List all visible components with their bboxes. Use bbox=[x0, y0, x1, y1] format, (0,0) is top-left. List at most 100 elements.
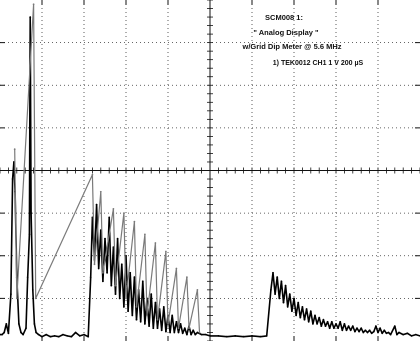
trace-point bbox=[49, 335, 52, 338]
trace-point bbox=[154, 301, 157, 304]
trace-point bbox=[345, 329, 348, 332]
trace-point bbox=[108, 216, 111, 219]
trace-point bbox=[0, 333, 1, 336]
trace-point bbox=[341, 329, 344, 332]
trace-point bbox=[402, 333, 405, 336]
trace-point bbox=[15, 297, 18, 300]
trace-point bbox=[385, 332, 388, 335]
trace-point bbox=[358, 330, 360, 333]
trace-point bbox=[188, 327, 190, 330]
trace-point bbox=[53, 335, 56, 337]
trace-point bbox=[410, 335, 413, 337]
trace-point bbox=[177, 331, 180, 334]
trace-point bbox=[1, 333, 3, 336]
trace-point bbox=[276, 276, 279, 278]
trace-point bbox=[13, 148, 16, 151]
trace-point bbox=[318, 316, 321, 319]
trace-point bbox=[167, 323, 169, 325]
trace-point bbox=[3, 331, 6, 334]
trace-point bbox=[162, 306, 165, 308]
trace-point bbox=[324, 325, 327, 327]
trace-path bbox=[14, 3, 201, 333]
trace-point bbox=[62, 333, 64, 336]
trace-point bbox=[351, 325, 354, 327]
trace-point bbox=[278, 297, 281, 300]
trace-point bbox=[120, 263, 123, 266]
trace-point bbox=[414, 333, 417, 336]
trace-point bbox=[173, 331, 176, 334]
trace-point bbox=[154, 242, 157, 244]
trace-point bbox=[104, 237, 106, 240]
trace-point bbox=[32, 3, 35, 6]
trace-point bbox=[57, 335, 60, 338]
trace-point bbox=[280, 280, 283, 283]
trace-point bbox=[299, 316, 302, 319]
trace-point bbox=[139, 320, 142, 323]
trace-point bbox=[31, 289, 34, 291]
trace-point bbox=[110, 284, 113, 287]
trace-point bbox=[135, 306, 138, 308]
trace-point bbox=[379, 327, 381, 330]
annotation-line-2: " Analog Display " bbox=[253, 28, 319, 37]
trace-point bbox=[179, 323, 182, 325]
trace-point bbox=[372, 330, 375, 333]
trace-point bbox=[284, 284, 287, 287]
trace-point bbox=[200, 333, 203, 336]
trace-point bbox=[333, 327, 335, 330]
trace-point bbox=[396, 333, 398, 336]
trace-point bbox=[123, 306, 125, 308]
trace-point bbox=[125, 297, 127, 300]
trace-point bbox=[375, 325, 377, 327]
trace-point bbox=[282, 301, 285, 304]
trace-point bbox=[133, 220, 136, 223]
trace-point bbox=[141, 280, 144, 283]
trace-point bbox=[160, 329, 163, 332]
trace-point bbox=[194, 333, 197, 336]
trace-point bbox=[144, 233, 146, 236]
trace-point bbox=[131, 314, 134, 317]
trace-point bbox=[198, 331, 201, 334]
annotation-line-3: w/Grid Dip Meter @ 5.6 MHz bbox=[242, 42, 342, 51]
trace-point bbox=[192, 329, 195, 332]
trace-point bbox=[307, 320, 310, 323]
trace-point bbox=[234, 335, 237, 337]
trace-point bbox=[326, 320, 329, 323]
trace-point bbox=[272, 271, 274, 274]
trace-point bbox=[89, 276, 92, 278]
trace-point bbox=[102, 280, 104, 283]
trace-point bbox=[30, 212, 32, 215]
trace-point bbox=[66, 335, 69, 337]
trace-point bbox=[22, 333, 24, 336]
trace-point bbox=[330, 320, 333, 323]
trace-point bbox=[387, 331, 390, 334]
trace-point bbox=[225, 335, 228, 338]
trace-point bbox=[335, 323, 337, 325]
trace-point bbox=[186, 333, 188, 336]
trace-point bbox=[25, 327, 27, 330]
trace-point bbox=[337, 327, 339, 330]
trace-point bbox=[293, 297, 295, 300]
trace-point bbox=[11, 178, 14, 180]
trace-point bbox=[322, 318, 325, 321]
trace-point bbox=[286, 306, 289, 308]
trace-point bbox=[265, 335, 268, 337]
trace-point bbox=[28, 233, 31, 236]
trace-point bbox=[123, 212, 125, 215]
trace-point bbox=[29, 16, 32, 18]
trace-point bbox=[165, 330, 167, 333]
trace-point bbox=[34, 297, 37, 300]
trace-point bbox=[196, 289, 199, 291]
waveform-traces bbox=[0, 3, 420, 338]
trace-point bbox=[383, 329, 386, 332]
trace-point bbox=[349, 329, 352, 332]
trace-point bbox=[183, 327, 186, 330]
trace-point bbox=[181, 332, 184, 335]
trace-point bbox=[274, 293, 276, 295]
trace-point bbox=[152, 327, 155, 330]
trace-point bbox=[242, 335, 245, 338]
trace-point bbox=[175, 267, 178, 270]
trace-point bbox=[116, 237, 119, 240]
annotation-line-1: SCM008 1: bbox=[265, 13, 303, 22]
